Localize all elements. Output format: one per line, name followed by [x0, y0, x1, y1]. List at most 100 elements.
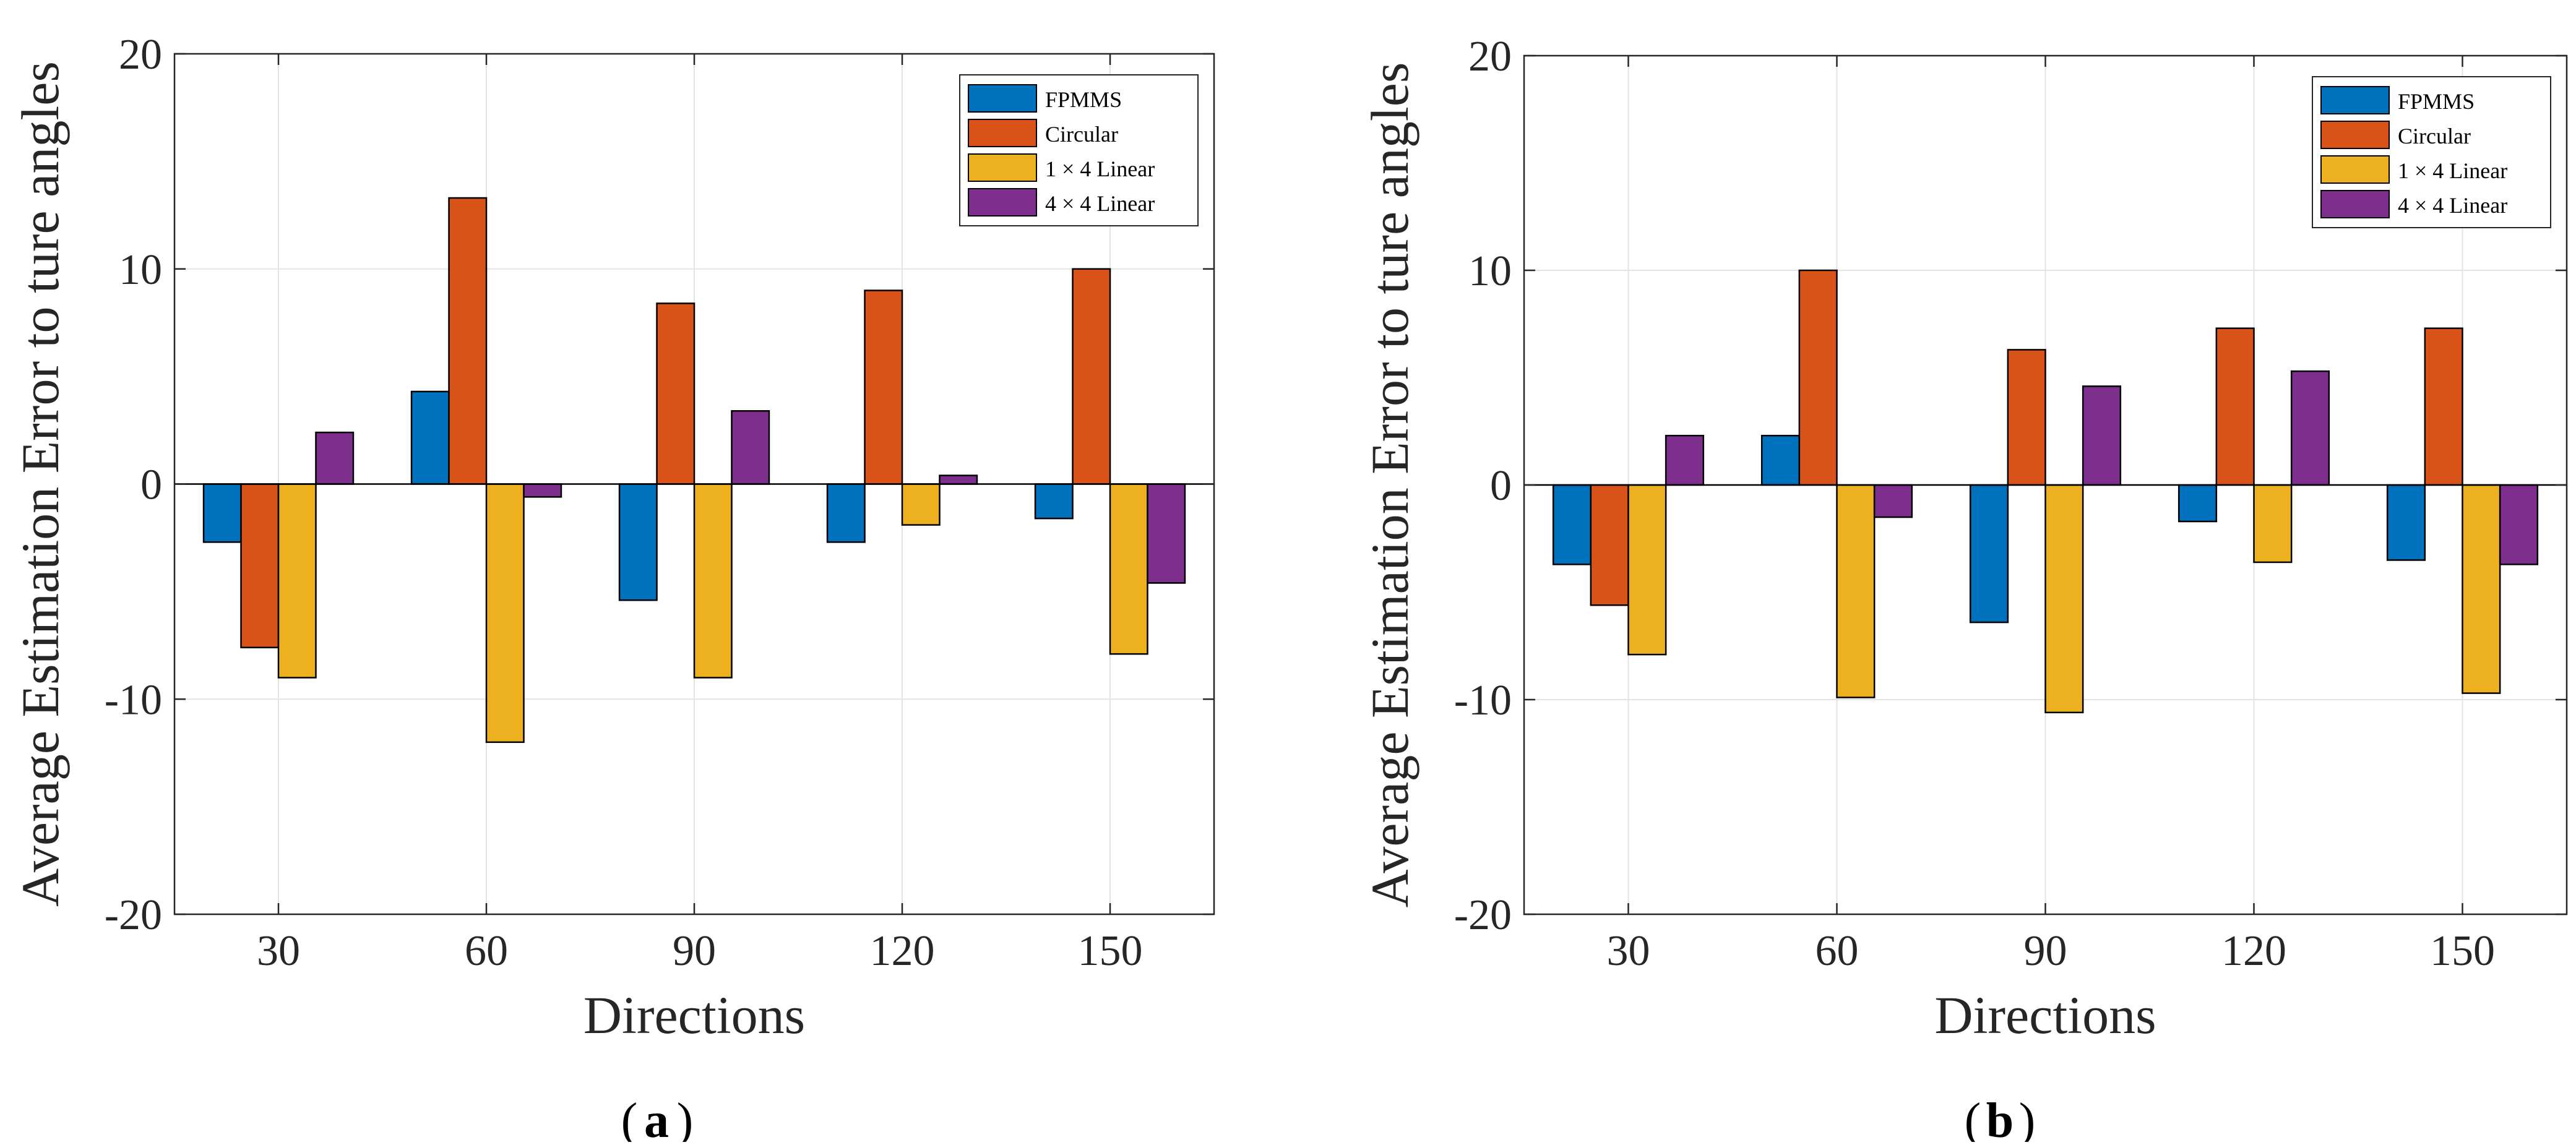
chart-panel-a: -20 -10 0 10 20 30 60 90 120 150 Directions Average…: [11, 31, 1215, 1145]
x-tick-label: 120: [2221, 927, 2286, 975]
bar-circular-90: [656, 302, 696, 485]
bar-4-4-linear-30: [315, 431, 355, 485]
legend-item: 1 × 4 Linear: [2320, 155, 2507, 184]
x-axis-label: Directions: [1934, 985, 2156, 1045]
legend-label: 1 × 4 Linear: [1045, 157, 1155, 181]
bar-4-4-linear-90: [2082, 385, 2122, 486]
bar-circular-120: [864, 289, 903, 485]
bar-4-4-linear-120: [2290, 370, 2330, 486]
y-axis-label: Average Estimation Error to ture angles: [11, 61, 70, 907]
legend-item: FPMMS: [968, 84, 1122, 113]
bar-fpmms-120: [2178, 484, 2218, 523]
bar-circular-60: [1798, 269, 1838, 486]
legend-label: 1 × 4 Linear: [2398, 158, 2507, 183]
bar-4-4-linear-60: [1873, 484, 1913, 518]
legend-swatch: [968, 84, 1037, 113]
x-tick-label: 90: [2024, 927, 2067, 975]
bar-circular-120: [2215, 327, 2255, 486]
caption-paren-close: ): [677, 1094, 694, 1142]
x-tick-label: 150: [1078, 927, 1143, 975]
x-axis-label: Directions: [584, 985, 805, 1045]
legend-swatch: [968, 153, 1037, 182]
legend-swatch: [2320, 155, 2390, 184]
bar-fpmms-150: [1034, 483, 1074, 520]
bar-circular-90: [2007, 349, 2046, 486]
bar-4-4-linear-120: [939, 474, 978, 485]
bar-fpmms-30: [202, 483, 242, 543]
bar-4-4-linear-90: [731, 410, 770, 485]
legend-swatch: [2320, 86, 2390, 114]
bar-fpmms-90: [618, 483, 658, 601]
bar-circular-60: [448, 197, 488, 485]
bar-circular-30: [1590, 484, 1629, 606]
y-tick-label: -10: [105, 676, 162, 724]
y-tick-label: -20: [105, 891, 162, 939]
bar-circular-30: [240, 483, 280, 649]
x-tick-label: 120: [870, 927, 935, 975]
y-tick-label: 0: [1490, 462, 1512, 510]
bar-fpmms-90: [1969, 484, 2009, 624]
y-tick-label: 10: [119, 246, 162, 294]
bar-fpmms-120: [826, 483, 866, 543]
bar-circular-150: [2424, 327, 2463, 486]
legend-item: 1 × 4 Linear: [968, 153, 1155, 182]
caption-paren-close: ): [2019, 1094, 2036, 1142]
panel-caption: (b)(b): [1965, 1094, 2036, 1145]
x-tick-label: 30: [1607, 927, 1650, 975]
caption-paren-open: (: [1965, 1094, 1981, 1142]
legend-swatch: [2320, 121, 2390, 149]
legend-swatch: [968, 119, 1037, 147]
caption-paren-open: (: [621, 1094, 638, 1142]
bar-fpmms-150: [2386, 484, 2426, 561]
x-tick-label: 90: [673, 927, 716, 975]
legend-item: Circular: [968, 119, 1118, 147]
bar-1-4-linear-60: [1836, 484, 1876, 698]
bar-1-4-linear-120: [901, 483, 941, 526]
bar-fpmms-60: [1760, 434, 1801, 486]
bar-1-4-linear-30: [277, 483, 317, 679]
legend-label: FPMMS: [2398, 89, 2475, 114]
bar-fpmms-30: [1552, 484, 1592, 565]
y-tick-label: -20: [1454, 891, 1512, 939]
legend-label: Circular: [1045, 122, 1118, 147]
panel-caption: (a)(a): [621, 1094, 694, 1145]
bar-1-4-linear-150: [1109, 483, 1148, 655]
legend-label: 4 × 4 Linear: [1045, 191, 1155, 216]
legend-label: 4 × 4 Linear: [2398, 193, 2507, 218]
bar-1-4-linear-150: [2462, 484, 2501, 694]
legend-item: 4 × 4 Linear: [968, 188, 1155, 217]
bar-4-4-linear-30: [1665, 434, 1705, 486]
bar-circular-150: [1072, 268, 1111, 485]
legend: FPMMS Circular 1 × 4 Linear 4 × 4 Linear: [2312, 76, 2551, 228]
y-tick-label: 10: [1468, 247, 1512, 295]
caption-letter: a: [644, 1094, 669, 1142]
y-tick-label: 0: [140, 461, 162, 509]
bar-fpmms-60: [410, 390, 450, 485]
bar-1-4-linear-90: [2044, 484, 2084, 714]
bar-4-4-linear-150: [2499, 484, 2539, 565]
bar-1-4-linear-90: [693, 483, 733, 679]
y-tick-label: 20: [119, 31, 162, 79]
legend-swatch: [968, 188, 1037, 217]
bar-1-4-linear-30: [1627, 484, 1667, 656]
legend-item: 4 × 4 Linear: [2320, 190, 2507, 218]
y-tick-label: 20: [1468, 33, 1512, 80]
x-tick-label: 30: [257, 927, 300, 975]
legend: FPMMS Circular 1 × 4 Linear 4 × 4 Linear: [959, 74, 1199, 226]
x-tick-label: 60: [1816, 927, 1859, 975]
bar-1-4-linear-60: [485, 483, 525, 744]
bar-4-4-linear-150: [1147, 483, 1186, 584]
x-tick-label: 60: [465, 927, 508, 975]
caption-letter: b: [1986, 1094, 2014, 1142]
bar-4-4-linear-60: [523, 483, 562, 498]
y-tick-label: -10: [1454, 677, 1512, 724]
bar-1-4-linear-120: [2253, 484, 2293, 564]
x-tick-label: 150: [2430, 927, 2495, 975]
legend-swatch: [2320, 190, 2390, 218]
legend-item: Circular: [2320, 121, 2471, 149]
chart-panel-b: -20 -10 0 10 20 30 60 90 120 150 Directions Average…: [1360, 33, 2568, 1145]
y-axis-label: Average Estimation Error to ture angles: [1360, 62, 1419, 908]
legend-item: FPMMS: [2320, 86, 2475, 114]
